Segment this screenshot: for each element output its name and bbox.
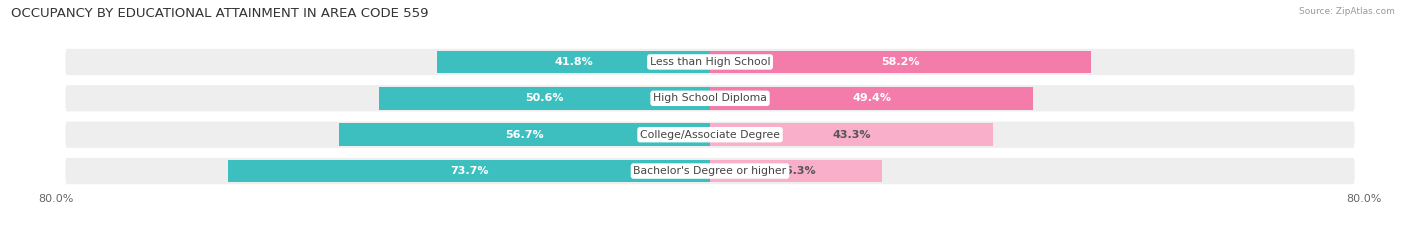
Bar <box>228 160 710 182</box>
Text: College/Associate Degree: College/Associate Degree <box>640 130 780 140</box>
Text: Source: ZipAtlas.com: Source: ZipAtlas.com <box>1299 7 1395 16</box>
Text: Less than High School: Less than High School <box>650 57 770 67</box>
FancyBboxPatch shape <box>65 157 1355 185</box>
Bar <box>710 87 1033 110</box>
Bar <box>710 160 882 182</box>
Text: 26.3%: 26.3% <box>776 166 815 176</box>
FancyBboxPatch shape <box>65 48 1355 76</box>
Text: 73.7%: 73.7% <box>450 166 488 176</box>
Text: Bachelor's Degree or higher: Bachelor's Degree or higher <box>634 166 786 176</box>
Bar <box>380 87 710 110</box>
Text: OCCUPANCY BY EDUCATIONAL ATTAINMENT IN AREA CODE 559: OCCUPANCY BY EDUCATIONAL ATTAINMENT IN A… <box>11 7 429 20</box>
Bar <box>710 123 993 146</box>
Text: 43.3%: 43.3% <box>832 130 870 140</box>
Bar <box>339 123 710 146</box>
Bar <box>710 51 1091 73</box>
Text: 41.8%: 41.8% <box>554 57 593 67</box>
Text: 50.6%: 50.6% <box>526 93 564 103</box>
Text: 49.4%: 49.4% <box>852 93 891 103</box>
Text: 58.2%: 58.2% <box>882 57 920 67</box>
Bar <box>437 51 710 73</box>
FancyBboxPatch shape <box>65 120 1355 149</box>
Text: High School Diploma: High School Diploma <box>654 93 766 103</box>
Text: 56.7%: 56.7% <box>505 130 544 140</box>
FancyBboxPatch shape <box>65 84 1355 113</box>
